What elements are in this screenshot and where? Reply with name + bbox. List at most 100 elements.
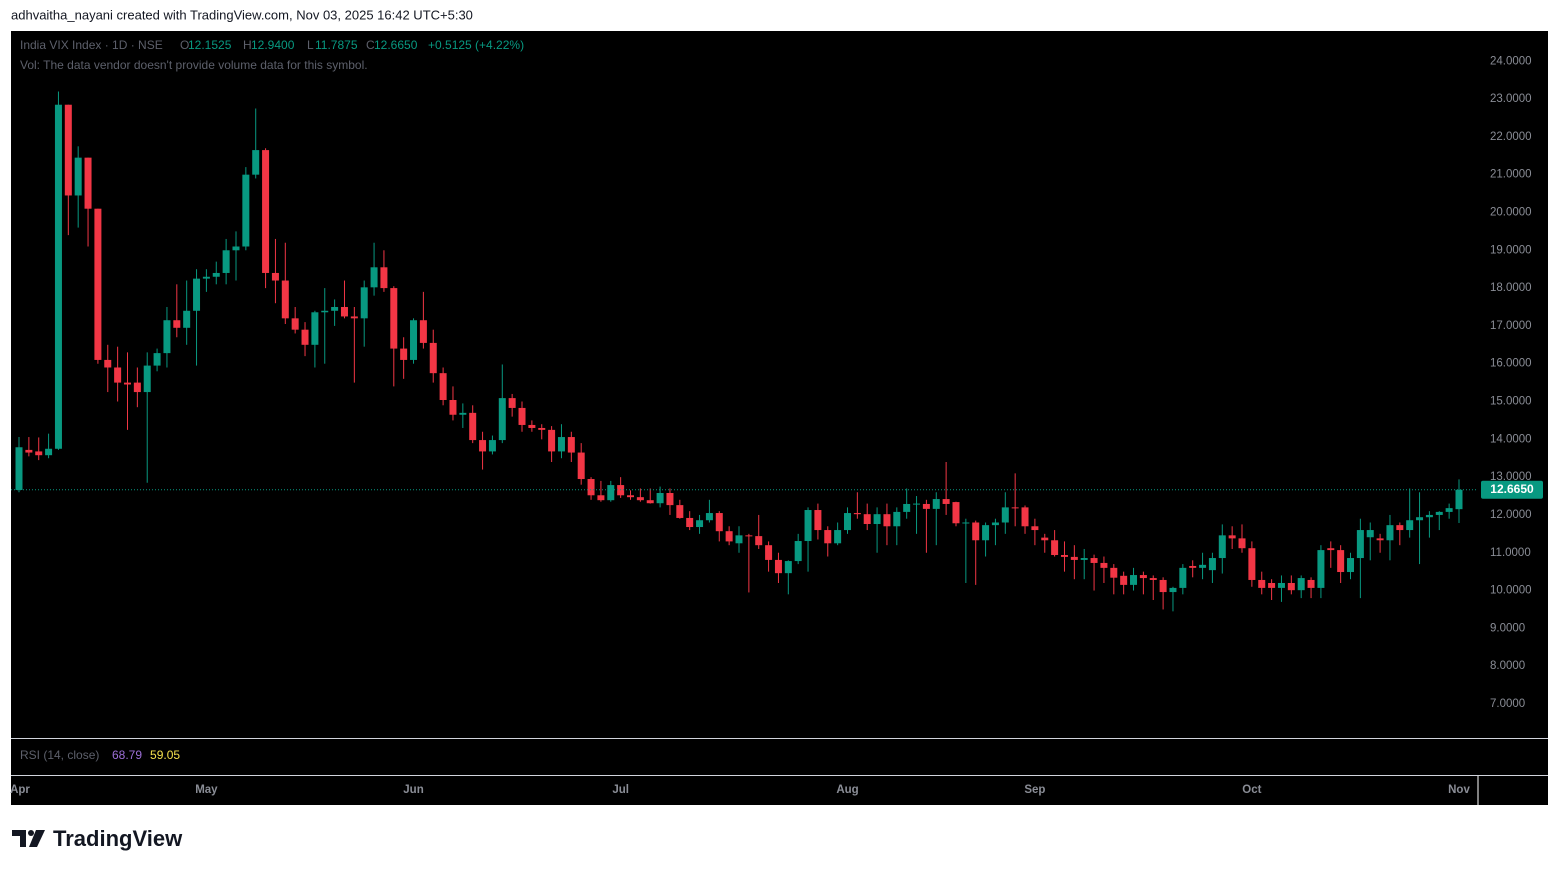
candle-body [1110,567,1118,578]
candle-body [962,522,970,524]
candle-body [508,398,516,408]
y-tick-label: 22.0000 [1490,131,1532,143]
candle-body [972,522,980,541]
candle-body [1149,578,1157,580]
candle-body [1455,489,1463,510]
x-tick-label: Apr [10,784,30,796]
candle-body [202,276,210,279]
candle-body [577,452,585,480]
candle-body [1435,511,1443,515]
candle-body [153,353,161,366]
candle-body [183,310,191,328]
volume-note: Vol: The data vendor doesn't provide vol… [20,58,368,72]
candle-body [321,310,329,313]
y-tick-label: 14.0000 [1490,433,1532,445]
candle-body [1031,526,1039,531]
candle-body [696,520,704,528]
candle-body [627,495,635,498]
candle-body [1130,575,1138,585]
legend-value: 12.6650 [374,38,418,52]
candle-body [666,493,674,506]
legend-change: +0.5125 (+4.22%) [428,38,524,52]
candle-body [1159,579,1167,593]
candle-body [745,535,753,537]
candle-body [1386,525,1394,541]
brand-logo [12,830,45,847]
candle-body [1199,564,1207,568]
candle-body [459,412,467,415]
candle-body [45,448,53,456]
candle-body [843,513,851,531]
y-tick-label: 19.0000 [1490,244,1532,256]
legend-key: C [366,38,375,52]
candle-body [913,503,921,505]
plot: 7.0000 8.0000 9.0000 10.0000 11.0000 12.0000 1… [10,55,1531,796]
candle-body [1169,587,1177,593]
candle-body [1011,507,1019,509]
candle-body [765,545,773,560]
candle-body [222,250,230,273]
candle-body [311,312,319,345]
symbol-title: India VIX Index · 1D · NSE [20,38,163,52]
y-tick-label: 10.0000 [1490,585,1532,597]
y-tick-label: 8.0000 [1490,660,1525,672]
candle-body [1307,579,1315,588]
candle-body [528,424,536,428]
candle-body [479,440,487,452]
candle-body [331,306,339,311]
candle-body [1248,548,1256,580]
legend-value: 11.7875 [315,38,358,52]
chart-background [11,31,1548,805]
candle-body [755,536,763,546]
candle-body [1080,558,1088,560]
candle-body [133,382,141,393]
candle-body [252,150,260,175]
candle-body [814,510,822,531]
last-price-label: 12.6650 [1490,482,1534,496]
candle-body [1277,582,1285,588]
y-tick-label: 18.0000 [1490,282,1532,294]
candle-body [488,440,496,452]
candle-body [114,367,122,383]
candle-body [1268,582,1276,588]
candle-body [794,541,802,562]
candle-body [1228,535,1236,539]
candle-body [853,513,861,515]
y-tick-label: 23.0000 [1490,93,1532,105]
candle-body [656,493,664,504]
candle-body [607,485,615,501]
y-tick-label: 24.0000 [1490,55,1532,67]
candle-body [932,499,940,509]
candle-body [548,429,556,452]
candle-body [400,348,408,360]
y-tick-label: 16.0000 [1490,358,1532,370]
candle-body [952,502,960,524]
candle-body [1060,555,1068,557]
candle-body [498,398,506,441]
x-tick-label: May [195,784,218,796]
candle-body [281,280,289,319]
rsi-value: 59.05 [150,748,180,762]
brand-name: TradingView [53,826,183,851]
candle-body [903,503,911,512]
rsi-value: 68.79 [112,748,142,762]
candle-body [676,505,684,518]
candle-body [873,514,881,525]
candle-body [350,316,358,319]
legend-key: L [307,38,314,52]
candle-body [1120,575,1128,585]
candle-body [715,513,723,532]
candle-body [982,525,990,541]
x-tick-label: Jun [403,784,423,796]
candle-body [1218,535,1226,559]
candle-body [419,320,427,343]
x-tick-label: Jul [612,784,629,796]
candle-body [1347,558,1355,573]
candle-body [725,531,733,542]
candle-body [824,530,832,544]
candle-body [1258,579,1266,588]
candle-body [1366,530,1374,538]
x-tick-label: Nov [1448,784,1470,796]
candle-body [1208,558,1216,571]
